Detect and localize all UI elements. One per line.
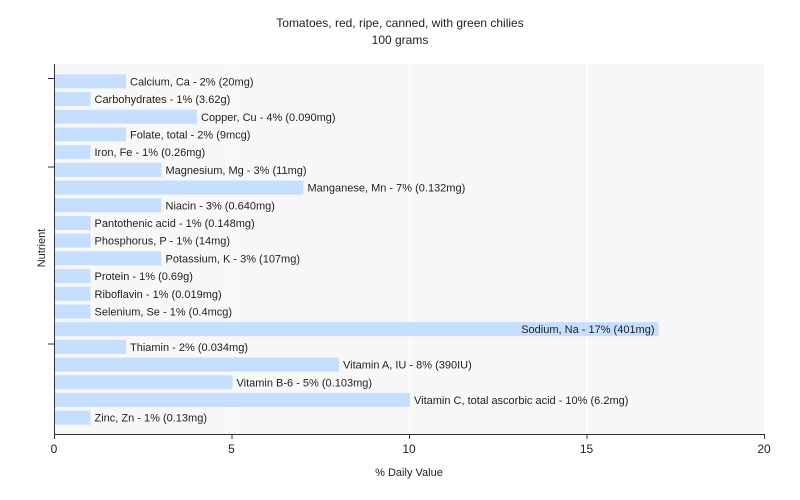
bar: [55, 410, 91, 425]
axes: 0 5 10 15 20: [48, 64, 771, 456]
bars: [55, 74, 659, 425]
bar: [55, 180, 304, 195]
bar-label: Selenium, Se - 1% (0.4mcg): [95, 306, 233, 318]
x-tick-label: 20: [757, 442, 771, 456]
x-tick-label: 5: [228, 442, 235, 456]
chart-title: Tomatoes, red, ripe, canned, with green …: [276, 16, 523, 30]
bar-label: Vitamin B-6 - 5% (0.103mg): [237, 377, 373, 389]
bar-label: Vitamin A, IU - 8% (390IU): [343, 360, 472, 372]
bar: [55, 127, 126, 142]
bar: [55, 251, 162, 266]
bar: [55, 357, 339, 372]
x-tick-label: 10: [402, 442, 416, 456]
bar: [55, 375, 233, 390]
bar-label: Carbohydrates - 1% (3.62g): [95, 94, 231, 106]
bar: [55, 392, 410, 407]
bar: [55, 339, 126, 354]
bar-label: Protein - 1% (0.69g): [95, 271, 193, 283]
bar-label: Potassium, K - 3% (107mg): [166, 253, 301, 265]
bar: [55, 286, 91, 301]
gridlines: [231, 64, 765, 434]
bar: [55, 198, 162, 213]
bar-label: Calcium, Ca - 2% (20mg): [130, 76, 253, 88]
x-tick-label: 15: [580, 442, 594, 456]
bar-label: Riboflavin - 1% (0.019mg): [95, 289, 222, 301]
x-axis-title: % Daily Value: [375, 467, 443, 479]
bar-label: Thiamin - 2% (0.034mg): [130, 342, 248, 354]
bar-label: Niacin - 3% (0.640mg): [166, 200, 275, 212]
bar: [55, 162, 162, 177]
bar: [55, 145, 91, 160]
bar-label: Vitamin C, total ascorbic acid - 10% (6.…: [414, 395, 628, 407]
bar-label: Pantothenic acid - 1% (0.148mg): [95, 218, 255, 230]
bar: [55, 74, 126, 89]
bar: [55, 92, 91, 107]
bar: [55, 215, 91, 230]
bar-label: Folate, total - 2% (9mcg): [130, 129, 250, 141]
bar: [55, 233, 91, 248]
bar-label: Iron, Fe - 1% (0.26mg): [95, 147, 206, 159]
bar-label: Copper, Cu - 4% (0.090mg): [201, 112, 336, 124]
bar-label: Sodium, Na - 17% (401mg): [521, 324, 654, 336]
bar-labels: Calcium, Ca - 2% (20mg) Carbohydrates - 1…: [95, 76, 655, 424]
bar: [55, 304, 91, 319]
y-axis-title: Nutrient: [36, 229, 48, 268]
chart-subtitle: 100 grams: [372, 33, 429, 47]
bar-label: Magnesium, Mg - 3% (11mg): [166, 165, 307, 177]
bar-label: Phosphorus, P - 1% (14mg): [95, 236, 231, 248]
bar: [55, 269, 91, 284]
bar: [55, 322, 659, 337]
bar-label: Zinc, Zn - 1% (0.13mg): [95, 413, 207, 425]
x-tick-label: 0: [51, 442, 58, 456]
bar-label: Manganese, Mn - 7% (0.132mg): [308, 183, 466, 195]
bar: [55, 109, 197, 124]
